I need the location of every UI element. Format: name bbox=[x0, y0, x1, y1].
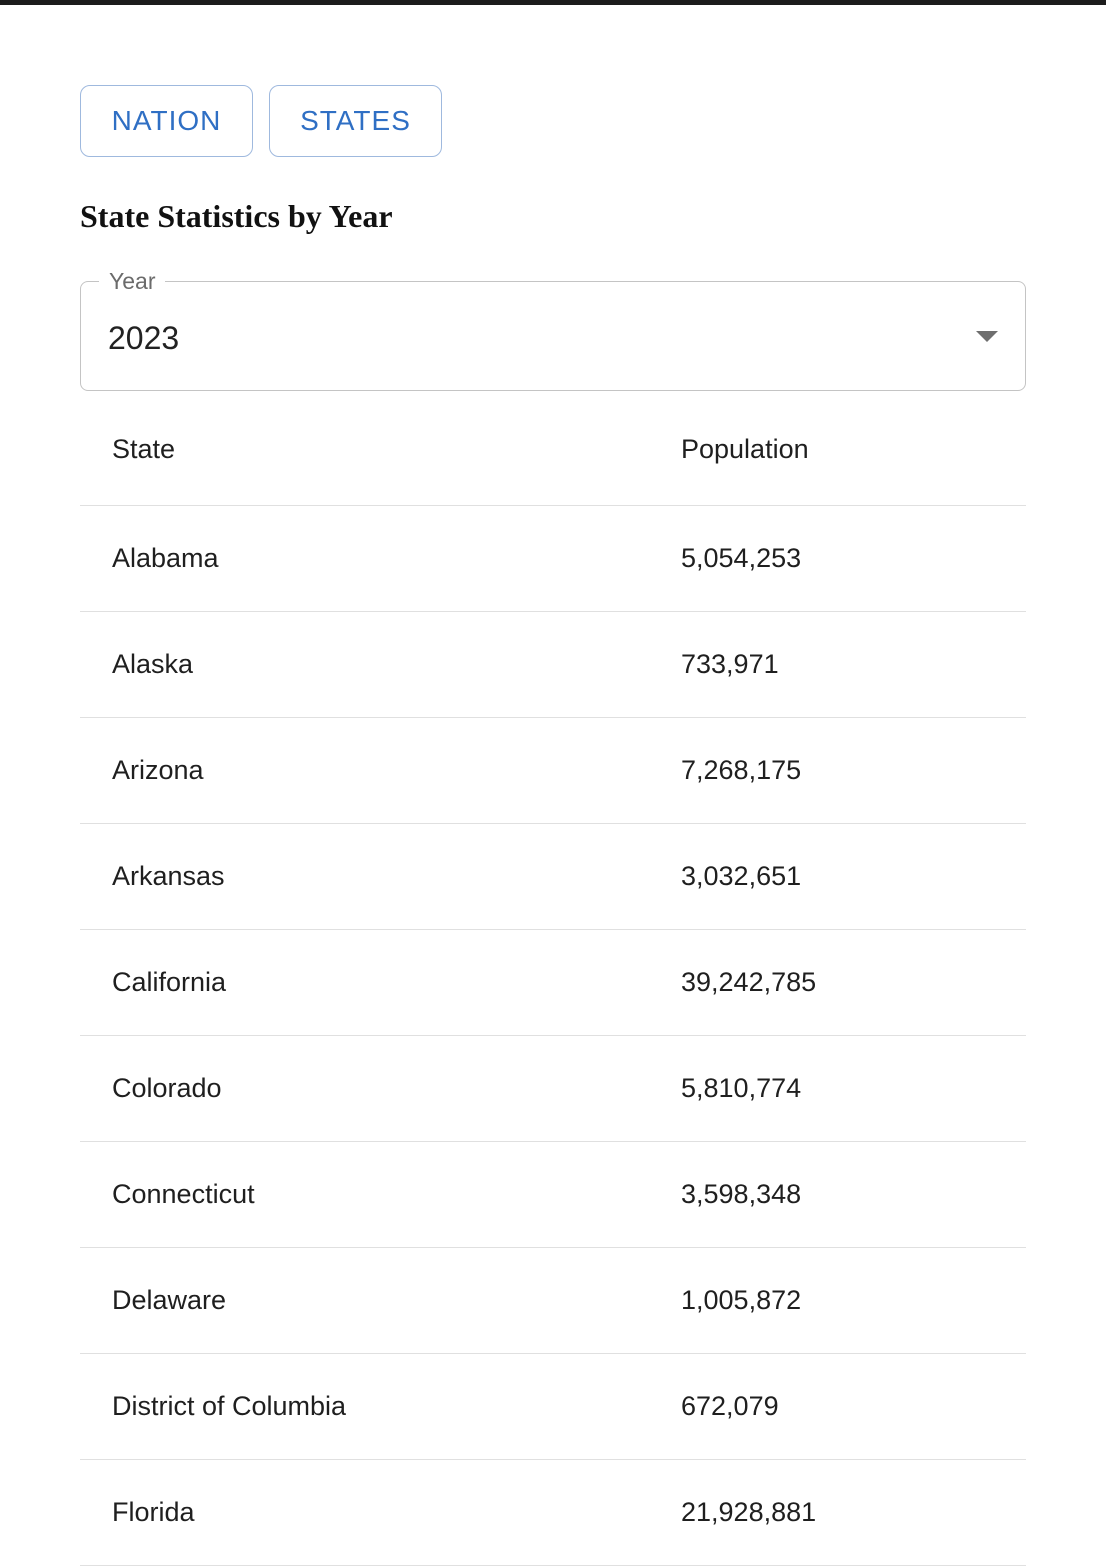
population-cell: 3,032,651 bbox=[681, 861, 802, 891]
table-row: Florida 21,928,881 bbox=[80, 1460, 1026, 1566]
table-row: Colorado 5,810,774 bbox=[80, 1036, 1026, 1142]
population-cell: 5,054,253 bbox=[681, 543, 802, 573]
states-button[interactable]: STATES bbox=[269, 85, 442, 157]
nation-button[interactable]: NATION bbox=[80, 85, 253, 157]
table-body: Alabama 5,054,253 Alaska 733,971 Arizona 7,26… bbox=[80, 506, 1026, 1566]
state-cell: Arkansas bbox=[112, 861, 225, 891]
year-select-value: 2023 bbox=[108, 320, 180, 356]
population-cell: 39,242,785 bbox=[681, 967, 817, 997]
table-row: Alabama 5,054,253 bbox=[80, 506, 1026, 612]
page-title: State Statistics by Year bbox=[80, 198, 393, 234]
table-header-row: State Population bbox=[80, 394, 1026, 506]
table-row: Connecticut 3,598,348 bbox=[80, 1142, 1026, 1248]
state-table: State Population Alabama 5,054,253 Alaska 7… bbox=[80, 394, 1026, 1566]
column-header-state: State bbox=[112, 434, 176, 464]
state-cell: California bbox=[112, 967, 227, 997]
state-cell: Alaska bbox=[112, 649, 194, 679]
population-cell: 3,598,348 bbox=[681, 1179, 802, 1209]
state-cell: Alabama bbox=[112, 543, 219, 573]
table-row: Arizona 7,268,175 bbox=[80, 718, 1026, 824]
state-cell: Delaware bbox=[112, 1285, 227, 1315]
population-cell: 672,079 bbox=[681, 1391, 779, 1421]
population-cell: 1,005,872 bbox=[681, 1285, 802, 1315]
state-cell: District of Columbia bbox=[112, 1391, 347, 1421]
population-cell: 733,971 bbox=[681, 649, 779, 679]
view-toggle: NATION STATES bbox=[80, 85, 442, 157]
table-row: District of Columbia 672,079 bbox=[80, 1354, 1026, 1460]
year-select[interactable]: Year 2023 bbox=[80, 266, 1026, 391]
year-select-label: Year bbox=[99, 266, 166, 296]
state-cell: Arizona bbox=[112, 755, 204, 785]
table-row: Arkansas 3,032,651 bbox=[80, 824, 1026, 930]
table-row: Delaware 1,005,872 bbox=[80, 1248, 1026, 1354]
column-header-population: Population bbox=[681, 434, 809, 464]
population-cell: 7,268,175 bbox=[681, 755, 802, 785]
state-cell: Colorado bbox=[112, 1073, 222, 1103]
table-row: Alaska 733,971 bbox=[80, 612, 1026, 718]
population-cell: 5,810,774 bbox=[681, 1073, 802, 1103]
table-row: California 39,242,785 bbox=[80, 930, 1026, 1036]
top-bar bbox=[0, 0, 1106, 5]
state-cell: Connecticut bbox=[112, 1179, 255, 1209]
chevron-down-icon[interactable] bbox=[976, 331, 998, 342]
state-cell: Florida bbox=[112, 1497, 195, 1527]
population-cell: 21,928,881 bbox=[681, 1497, 817, 1527]
